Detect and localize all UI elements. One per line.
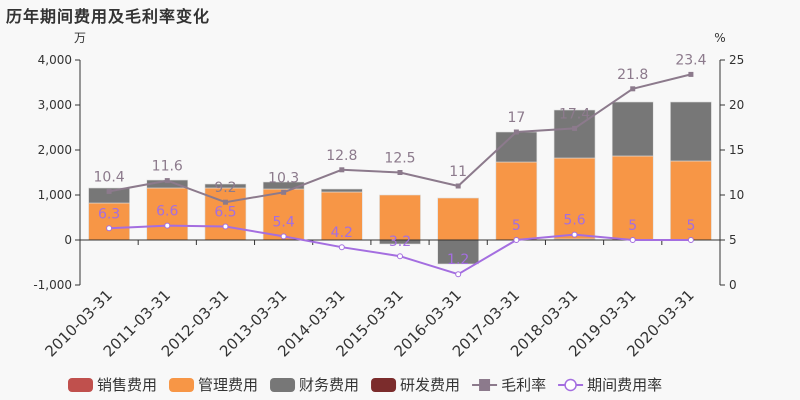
data-label: 1.2 (447, 252, 469, 268)
data-label: 5 (686, 218, 695, 234)
left-tick-label: 2,000 (38, 143, 72, 157)
chart-title: 历年期间费用及毛利率变化 (6, 7, 211, 26)
data-label: 6.5 (214, 205, 236, 221)
data-label: 6.3 (98, 206, 120, 222)
point-marker[interactable] (572, 125, 578, 131)
data-label: 5 (512, 218, 521, 234)
point-marker[interactable] (688, 71, 694, 77)
right-axis-unit: % (714, 31, 725, 45)
bar-管理费用[interactable] (379, 194, 421, 241)
point-marker[interactable] (222, 199, 228, 205)
bar-财务费用[interactable] (495, 131, 538, 163)
point-marker[interactable] (571, 231, 578, 238)
point-marker[interactable] (106, 225, 113, 232)
bar-财务费用[interactable] (204, 183, 247, 189)
data-label: 4.2 (331, 225, 353, 241)
point-marker[interactable] (339, 167, 345, 173)
legend-label[interactable]: 销售费用 (97, 376, 157, 394)
data-label: 6.6 (156, 204, 178, 220)
data-label: 11.6 (152, 159, 183, 175)
point-marker[interactable] (513, 237, 520, 243)
left-tick-label: 0 (64, 233, 72, 247)
bar-财务费用[interactable] (611, 101, 654, 157)
legend-swatch[interactable] (371, 378, 397, 392)
bar-管理费用[interactable] (88, 202, 130, 241)
point-marker[interactable] (629, 237, 636, 243)
data-label: 10.3 (268, 170, 299, 186)
bar-管理费用[interactable] (670, 160, 712, 241)
legend-swatch[interactable] (564, 378, 577, 392)
left-axis-unit: 万 (74, 31, 86, 45)
bar-管理费用[interactable] (262, 188, 305, 241)
point-marker[interactable] (397, 253, 403, 260)
line-毛利率[interactable] (108, 73, 692, 204)
data-label: 11 (449, 164, 467, 180)
bar-管理费用[interactable] (611, 155, 654, 241)
bar-财务费用[interactable] (88, 187, 130, 204)
point-marker[interactable] (455, 271, 462, 278)
data-label: 3.2 (389, 234, 411, 250)
bar-财务费用[interactable] (262, 181, 305, 190)
left-tick-label: 4,000 (38, 53, 72, 67)
data-label: 5 (628, 218, 637, 234)
data-label: 17.4 (559, 106, 590, 122)
left-tick-label: -1,000 (33, 278, 72, 292)
point-marker[interactable] (455, 183, 461, 189)
data-label: 5.6 (563, 213, 585, 229)
point-marker[interactable] (687, 237, 694, 243)
bar-管理费用[interactable] (553, 157, 596, 240)
data-label: 21.8 (617, 67, 648, 83)
bar-管理费用[interactable] (437, 197, 479, 241)
point-marker[interactable] (281, 189, 287, 195)
data-label: 12.8 (326, 148, 357, 164)
point-marker[interactable] (222, 223, 229, 230)
data-label: 17 (507, 110, 525, 126)
right-tick-label: 25 (729, 53, 744, 67)
right-tick-label: 0 (729, 278, 737, 292)
point-marker[interactable] (630, 86, 636, 92)
point-marker[interactable] (164, 222, 171, 229)
legend-label[interactable]: 期间费用率 (587, 376, 662, 394)
left-tick-label: 3,000 (38, 98, 72, 112)
data-label: 12.5 (384, 151, 415, 167)
legend-swatch[interactable] (479, 379, 491, 391)
bar-财务费用[interactable] (321, 188, 363, 193)
right-tick-label: 20 (729, 98, 744, 112)
legend-swatch[interactable] (169, 378, 195, 392)
data-label: 10.4 (94, 169, 125, 185)
legend-swatch[interactable] (68, 378, 93, 392)
point-marker[interactable] (164, 178, 170, 184)
legend-label[interactable]: 管理费用 (198, 376, 258, 394)
data-label: 23.4 (675, 52, 706, 68)
data-label: 9.2 (214, 180, 236, 196)
legend-label[interactable]: 财务费用 (299, 376, 359, 394)
point-marker[interactable] (397, 170, 403, 175)
right-tick-label: 10 (729, 188, 744, 202)
point-marker[interactable] (338, 244, 345, 251)
bar-管理费用[interactable] (321, 191, 363, 241)
point-marker[interactable] (106, 188, 112, 194)
data-label: 5.4 (273, 214, 295, 230)
point-marker[interactable] (513, 129, 519, 135)
legend-swatch[interactable] (270, 378, 296, 392)
left-tick-label: 1,000 (38, 188, 72, 202)
bar-财务费用[interactable] (670, 101, 712, 162)
point-marker[interactable] (280, 233, 287, 240)
bar-管理费用[interactable] (495, 161, 538, 241)
legend-label[interactable]: 研发费用 (400, 376, 460, 394)
right-tick-label: 5 (729, 233, 737, 247)
bar-管理费用[interactable] (146, 187, 189, 241)
right-tick-label: 15 (729, 143, 744, 157)
legend-label[interactable]: 毛利率 (501, 376, 546, 394)
